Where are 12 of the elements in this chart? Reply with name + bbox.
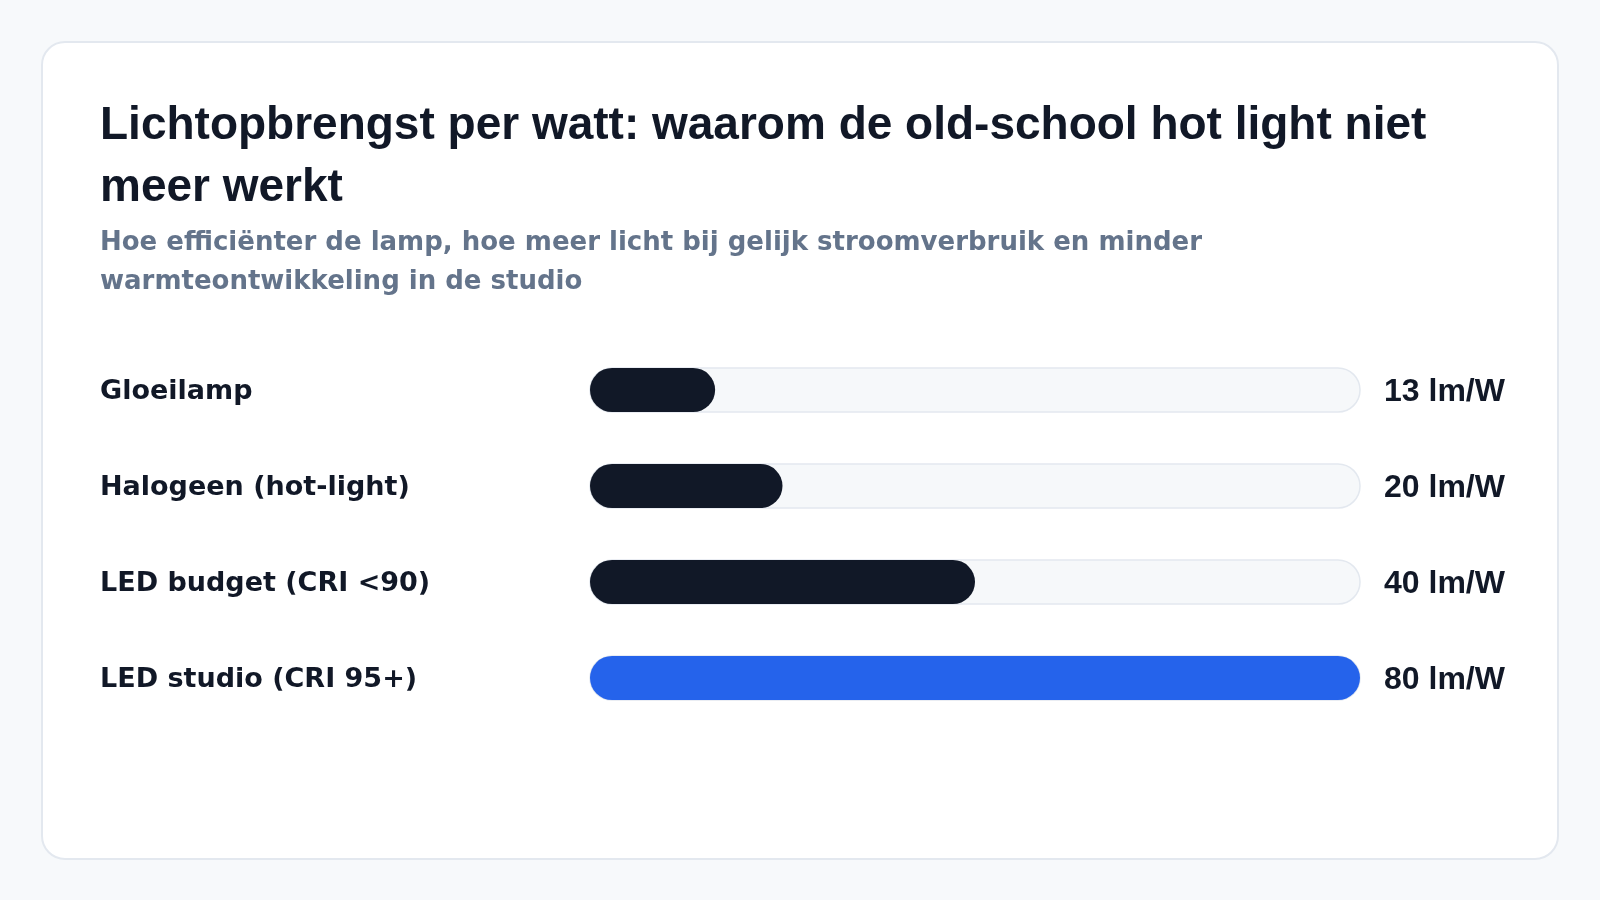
data-label: 40 lm/W bbox=[1384, 564, 1506, 601]
y-tick-label: Halogeen (hot-light) bbox=[100, 470, 410, 502]
chart-title: Lichtopbrengst per watt: waarom de old-school hot light niet meer werkt bbox=[100, 96, 1428, 213]
y-tick-label: Gloeilamp bbox=[100, 374, 253, 406]
bar bbox=[590, 367, 716, 413]
chart-subtitle: Hoe efficiënter de lamp, hoe meer licht bij gelijk stroomverbruik en minder warmteontwikkeling in de studio bbox=[100, 225, 1203, 297]
y-tick-label: LED studio (CRI 95+) bbox=[100, 662, 418, 694]
bar bbox=[590, 463, 783, 509]
data-label: 20 lm/W bbox=[1384, 468, 1506, 505]
y-tick-label: LED budget (CRI <90) bbox=[100, 566, 431, 598]
data-label: 80 lm/W bbox=[1384, 660, 1506, 697]
data-label: 13 lm/W bbox=[1384, 372, 1506, 409]
